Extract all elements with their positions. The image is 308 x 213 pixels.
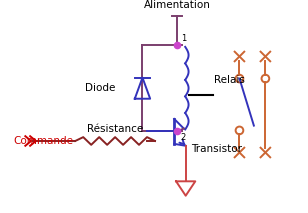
Text: Résistance: Résistance [87,124,143,134]
Text: Alimentation: Alimentation [144,0,210,10]
Text: Diode: Diode [85,83,116,93]
Text: 2: 2 [181,133,186,142]
Text: 1: 1 [181,34,186,43]
Text: Relais: Relais [213,75,245,85]
Text: Commande: Commande [14,136,74,146]
Text: Transistor: Transistor [192,144,242,154]
